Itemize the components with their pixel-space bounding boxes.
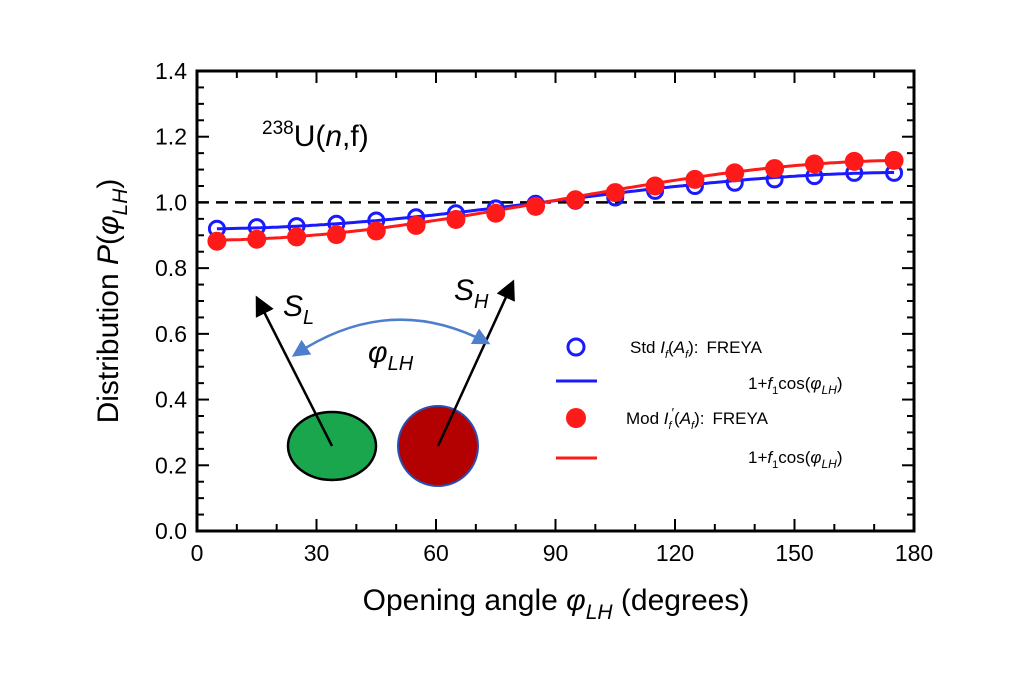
data-point-mod — [844, 151, 864, 171]
fit-curve-1 — [216, 158, 895, 242]
y-tick-label: 1.2 — [155, 124, 187, 150]
fit-curves — [216, 158, 895, 242]
y-tick-label: 1.4 — [155, 58, 187, 84]
data-point-mod — [207, 231, 227, 251]
data-point-mod — [725, 163, 745, 183]
data-point-mod — [406, 215, 426, 235]
y-tick-label: 1.0 — [155, 189, 187, 215]
x-axis-title: Opening angle φLH (degrees) — [363, 584, 750, 624]
legend-label-std-fit: 1+f1cos(φLH) — [748, 374, 842, 397]
data-point-mod — [326, 225, 346, 245]
x-tick-label: 120 — [656, 540, 694, 566]
data-point-mod — [685, 169, 705, 189]
data-point-mod — [884, 150, 904, 170]
legend-label-mod-fit: 1+f1cos(φLH) — [748, 448, 842, 471]
legend-marker-mod — [566, 408, 586, 428]
data-point-mod — [366, 221, 386, 241]
x-tick-label: 60 — [423, 540, 449, 566]
y-tick-label: 0.0 — [155, 518, 187, 544]
legend-label-std: Std If(Af): FREYA — [630, 338, 763, 361]
y-tick-label: 0.2 — [155, 452, 187, 478]
data-point-mod — [486, 203, 506, 223]
y-tick-label: 0.8 — [155, 255, 187, 281]
angle-label: φLH — [368, 336, 414, 375]
data-point-mod — [605, 183, 625, 203]
x-tick-label: 30 — [304, 540, 330, 566]
light-spin-arrow — [255, 295, 334, 447]
x-tick-label: 150 — [775, 540, 813, 566]
legend-label-mod: Mod If′(Af): FREYA — [626, 405, 769, 432]
data-point-mod — [765, 159, 785, 179]
heavy-spin-label: SH — [454, 274, 489, 313]
legend-marker-std — [566, 337, 586, 357]
data-point-mod — [247, 229, 267, 249]
data-point-mod — [645, 176, 665, 196]
y-tick-label: 0.4 — [155, 387, 187, 413]
y-tick-label: 0.6 — [155, 321, 187, 347]
angle-arc — [291, 318, 491, 357]
reaction-label: 238U(n,f) — [262, 118, 369, 153]
x-tick-label: 0 — [191, 540, 204, 566]
tick-labels: 0 30 60 90 120 150 180 0.0 0.2 0.4 0.6 0.8 1.0 1.2 1.4 — [155, 58, 933, 566]
data-points — [207, 150, 904, 251]
data-point-mod — [526, 196, 546, 216]
inset-diagram: SL SH φLH — [255, 274, 515, 487]
y-axis-title: Distribution P(φLH) — [92, 179, 132, 424]
light-spin-label: SL — [283, 290, 314, 329]
data-point-mod — [804, 154, 824, 174]
heavy-spin-arrow — [436, 279, 515, 447]
x-tick-label: 180 — [895, 540, 933, 566]
legend: Std If(Af): FREYA 1+f1cos(φLH) Mod If′(Af… — [556, 337, 842, 471]
data-point-mod — [287, 227, 307, 247]
data-point-mod — [446, 210, 466, 230]
x-tick-label: 90 — [543, 540, 569, 566]
data-point-mod — [565, 190, 585, 210]
ticks — [196, 70, 915, 532]
